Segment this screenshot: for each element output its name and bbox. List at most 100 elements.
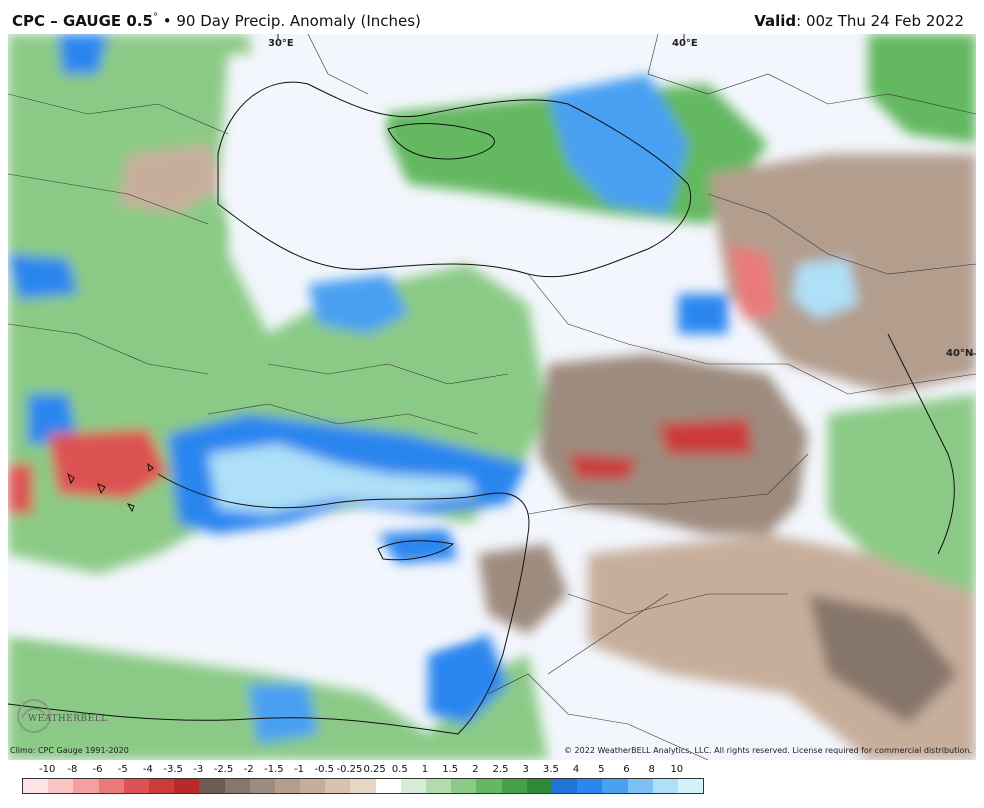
- valid-value: : 00z Thu 24 Feb 2022: [796, 12, 964, 30]
- lon-label-40: 40°E: [672, 38, 698, 49]
- blue-region-small-east: [678, 294, 728, 334]
- colorbar-tick-label: -5: [117, 764, 128, 775]
- blue-region-black-sea: [548, 74, 688, 214]
- border-7: [547, 593, 669, 675]
- colorbar-swatch: [148, 779, 175, 793]
- border-14: [207, 403, 479, 435]
- border-9: [787, 363, 976, 395]
- colorbar-swatch: [476, 779, 502, 793]
- colorbar-swatch: [551, 779, 578, 793]
- colorbar-tick-label: 3.5: [542, 764, 559, 775]
- neutral-fields: [8, 54, 478, 654]
- colorbar-swatch: [274, 779, 301, 793]
- blue-region-levant: [428, 634, 508, 724]
- colorbar-swatch: [98, 779, 124, 793]
- red-region-west-edge: [8, 464, 33, 514]
- colorbar-tick-label: -10: [39, 764, 56, 775]
- colorbar-swatch: [48, 779, 74, 793]
- colorbar-swatch: [199, 779, 225, 793]
- colorbar-tick-label: 8: [648, 764, 655, 775]
- colorbar-swatch: [677, 779, 704, 793]
- border-8: [707, 193, 976, 275]
- colorbar-tick-label: -1.5: [264, 764, 284, 775]
- climo-credit: Climo: CPC Gauge 1991-2020: [10, 746, 129, 755]
- colorbar-swatch: [224, 779, 250, 793]
- red-region-aegean: [48, 429, 168, 499]
- colorbar-tick-label: 2.5: [492, 764, 509, 775]
- border-6: [567, 593, 788, 615]
- blue-region-nw: [58, 34, 108, 74]
- colorbar-swatch: [375, 779, 401, 793]
- colorbar: [22, 778, 704, 794]
- borders: [8, 34, 976, 760]
- map-title: CPC – GAUGE 0.5° • 90 Day Precip. Anomal…: [12, 12, 421, 30]
- colorbar-tick-label: -3.5: [163, 764, 183, 775]
- brown-region-balkans: [118, 144, 228, 214]
- lon-label-30: 30°E: [268, 38, 294, 49]
- map-description: • 90 Day Precip. Anomaly (Inches): [157, 12, 421, 30]
- colorbar-tick-label: -1: [294, 764, 305, 775]
- border-12: [647, 34, 976, 115]
- colorbar-tick-label: -3: [193, 764, 204, 775]
- degree-mark: °: [152, 12, 158, 23]
- green-region-ne: [868, 34, 976, 144]
- border-3: [8, 323, 209, 375]
- border-2: [8, 173, 209, 225]
- colorbar-tick-label: 0.5: [391, 764, 408, 775]
- colorbar-ticks: -10 -8 -6 -5 -4 -3.5 -3 -2.5 -2 -1.5 -1 -0.5 -0.25 0.…: [22, 764, 702, 778]
- border-10: [487, 673, 709, 760]
- colorbar-swatch: [300, 779, 326, 793]
- cyprus-coast: [377, 540, 455, 561]
- colorbar-swatch: [451, 779, 477, 793]
- copyright-notice: © 2022 WeatherBELL Analytics, LLC. All r…: [564, 746, 972, 755]
- colorbar-tick-label: 3: [522, 764, 529, 775]
- colorbar-swatch: [23, 779, 49, 793]
- egypt-coast: [8, 703, 459, 735]
- logo-text: WEATHERBELL: [28, 714, 108, 724]
- valid-label: Valid: [754, 12, 797, 30]
- colorbar-tick-label: 4: [572, 764, 580, 775]
- levant-coast: [457, 533, 529, 735]
- neutral-black-sea: [218, 54, 428, 264]
- weatherbell-logo-icon: [17, 699, 51, 733]
- colorbar-swatch: [526, 779, 552, 793]
- colorbar-tick-label: -2.5: [213, 764, 234, 775]
- anomaly-map: 30°E 40°E 40°N: [8, 34, 976, 760]
- lat-label-40: 40°N: [946, 348, 974, 359]
- anomaly-fields: [8, 34, 976, 760]
- red-region-turkey-se: [568, 454, 638, 479]
- blue-region-caucasus: [793, 259, 858, 319]
- blue-region-cyprus: [378, 529, 458, 564]
- coastlines: [8, 81, 955, 735]
- border-5: [527, 453, 809, 515]
- crimea-coast: [387, 123, 495, 160]
- blue-region-anatolia-core: [208, 444, 478, 514]
- blue-region-greece: [28, 394, 78, 444]
- colorbar-tick-label: -2: [243, 764, 254, 775]
- colorbar-tick-label: 1: [421, 764, 429, 775]
- brown-region-levant: [478, 544, 568, 634]
- caspian-coast: [887, 333, 955, 555]
- colorbar-tick-label: -4: [142, 764, 153, 775]
- colorbar-swatch: [350, 779, 376, 793]
- colorbar-tick-label: -0.25: [336, 764, 363, 775]
- map-canvas: [8, 34, 976, 760]
- colorbar-tick-label: 10: [670, 764, 684, 775]
- colorbar-tick-label: 1.5: [442, 764, 459, 775]
- colorbar-tick-label: 6: [623, 764, 630, 775]
- green-region-east: [828, 394, 976, 594]
- border-13: [267, 363, 509, 385]
- blue-region-west: [8, 254, 78, 299]
- colorbar-swatch: [602, 779, 628, 793]
- turkey-south-coast: [157, 473, 530, 535]
- colorbar-swatch: [501, 779, 527, 793]
- colorbar-tick-label: -8: [67, 764, 78, 775]
- colorbar-swatch: [577, 779, 603, 793]
- colorbar-swatch: [426, 779, 452, 793]
- colorbar-tick-label: 5: [598, 764, 605, 775]
- colorbar-swatch: [325, 779, 351, 793]
- valid-time: Valid: 00z Thu 24 Feb 2022: [754, 12, 964, 30]
- product-name: CPC – GAUGE 0.5: [12, 12, 153, 30]
- neutral-egypt: [308, 574, 468, 634]
- colorbar-tick-label: 0.25: [363, 764, 386, 775]
